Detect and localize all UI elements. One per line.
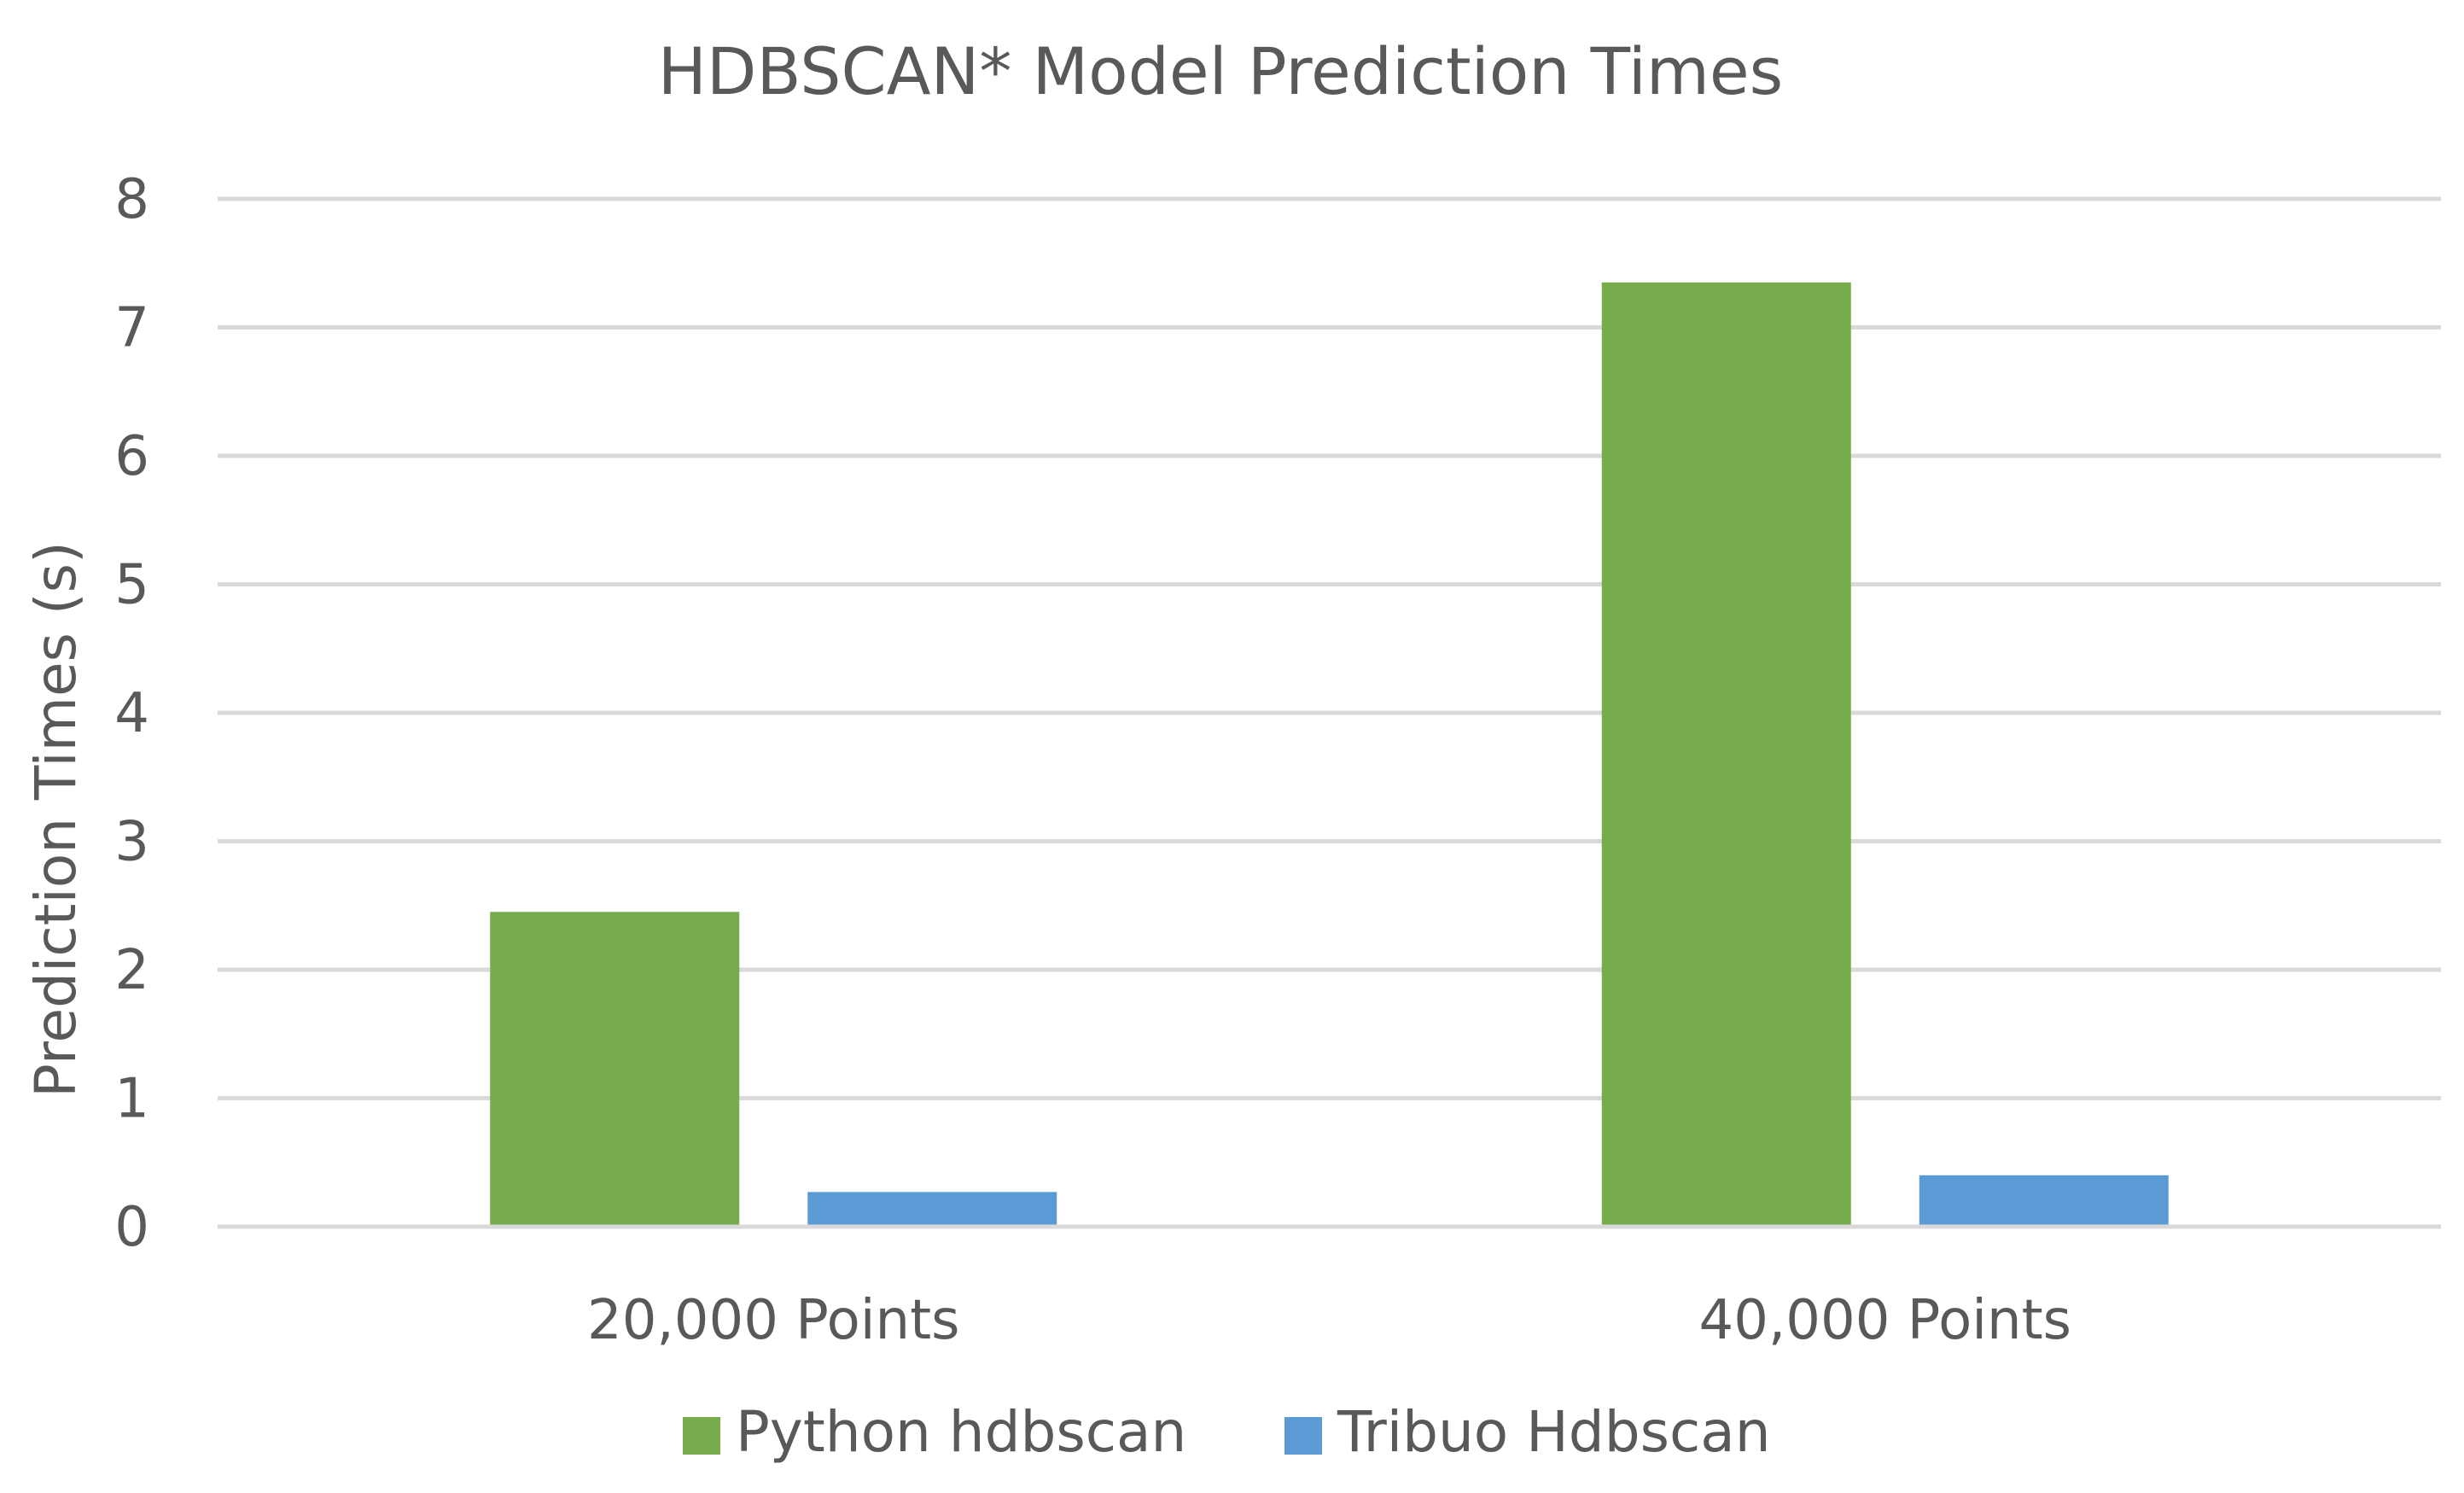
- bar-python-hdbscan-0: [490, 912, 740, 1227]
- bars: [490, 282, 2169, 1228]
- y-tick-label: 2: [114, 939, 149, 1002]
- y-tick-label: 7: [114, 297, 149, 360]
- y-tick-label: 3: [114, 811, 149, 874]
- x-tick-label: 20,000 Points: [587, 1289, 960, 1352]
- legend-label: Tribuo Hdbscan: [1337, 1399, 1771, 1465]
- x-tick-label: 40,000 Points: [1698, 1289, 2071, 1352]
- y-tick-label: 4: [114, 682, 149, 745]
- y-tick-label: 1: [114, 1068, 149, 1131]
- y-tick-label: 6: [114, 425, 149, 488]
- y-axis-ticks: 0 1 2 3 4 5 6 7 8: [114, 168, 149, 1259]
- chart-title: HDBSCAN* Model Prediction Times: [658, 33, 1783, 109]
- legend-swatch: [1284, 1417, 1322, 1455]
- bar-python-hdbscan-1: [1601, 282, 1851, 1228]
- y-tick-label: 8: [114, 168, 149, 231]
- y-tick-label: 0: [114, 1196, 149, 1259]
- x-axis-ticks: 20,000 Points 40,000 Points: [587, 1289, 2071, 1352]
- bar-tribuo-hdbscan-1: [1919, 1175, 2169, 1227]
- y-axis-title: Prediction Times (s): [23, 541, 89, 1098]
- legend-swatch: [683, 1417, 720, 1455]
- y-tick-label: 5: [114, 554, 149, 617]
- legend-label: Python hdbscan: [736, 1399, 1186, 1465]
- legend: Python hdbscan Tribuo Hdbscan: [683, 1399, 1771, 1465]
- bar-tribuo-hdbscan-0: [807, 1192, 1057, 1227]
